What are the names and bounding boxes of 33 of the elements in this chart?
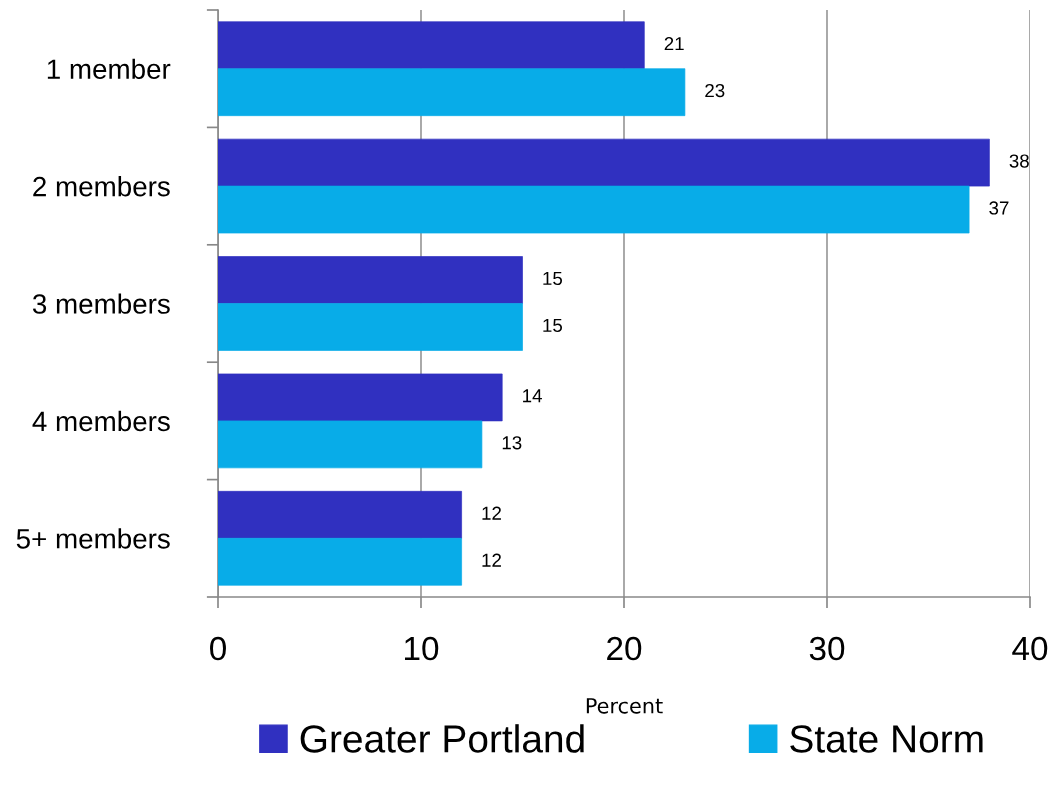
bar bbox=[218, 490, 462, 539]
data-label: 15 bbox=[543, 318, 563, 333]
bar bbox=[218, 537, 462, 586]
x-tick-label: 20 bbox=[607, 636, 642, 661]
data-label: 23 bbox=[705, 83, 725, 98]
legend-label: Greater Portland bbox=[300, 724, 584, 753]
y-tick-label: 4 members bbox=[32, 410, 170, 432]
x-tick-label: 30 bbox=[809, 636, 845, 661]
data-label: 21 bbox=[664, 36, 684, 51]
x-axis-title: Percent bbox=[586, 698, 663, 714]
x-tick-label: 0 bbox=[210, 636, 226, 661]
data-label: 38 bbox=[1009, 154, 1029, 168]
bar bbox=[218, 373, 503, 422]
data-label: 13 bbox=[502, 436, 522, 450]
data-label: 12 bbox=[482, 506, 501, 520]
bar bbox=[218, 68, 686, 117]
y-tick-label: 3 members bbox=[32, 293, 170, 314]
bar bbox=[218, 303, 523, 351]
x-tick-label: 40 bbox=[1012, 636, 1048, 661]
bar bbox=[218, 21, 645, 70]
y-tick-label: 5+ members bbox=[16, 528, 170, 549]
bar bbox=[218, 256, 523, 304]
bar bbox=[218, 185, 970, 234]
data-label: 12 bbox=[482, 553, 501, 567]
y-tick-label: 2 members bbox=[33, 176, 170, 197]
bar bbox=[218, 420, 483, 469]
data-label: 37 bbox=[989, 201, 1009, 215]
data-label: 14 bbox=[523, 389, 542, 403]
data-label: 15 bbox=[543, 271, 563, 286]
x-tick-label: 10 bbox=[405, 636, 439, 661]
bar bbox=[218, 138, 990, 187]
y-tick-label: 1 member bbox=[47, 58, 171, 80]
legend-label: State Norm bbox=[790, 725, 983, 753]
